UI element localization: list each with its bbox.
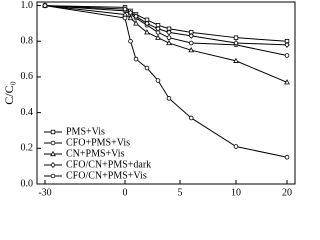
x-tick-label: 10	[231, 187, 241, 198]
x-tick-label: 5	[178, 187, 183, 198]
marker	[233, 40, 239, 47]
marker	[233, 57, 239, 63]
marker	[188, 115, 194, 121]
legend-marker	[50, 173, 56, 179]
legend-marker	[50, 129, 56, 135]
marker	[42, 3, 48, 8]
marker	[166, 39, 172, 46]
y-tick-label: 0.6	[21, 71, 34, 82]
marker	[155, 78, 161, 83]
marker	[284, 154, 290, 160]
y-tick-label: 1.0	[21, 0, 34, 11]
marker	[133, 20, 139, 26]
marker	[188, 40, 194, 46]
marker	[166, 96, 172, 101]
marker	[188, 47, 195, 53]
legend-label: CFO/CN+PMS+dark	[66, 159, 151, 170]
legend-label: CN+PMS+Vis	[66, 148, 125, 159]
marker	[284, 41, 290, 48]
chart: C/C₀ 0.00.20.40.60.81.0-30 0 5 10 20PMS+VisC…	[2, 0, 296, 198]
marker	[127, 14, 134, 21]
plot-frame	[36, 1, 296, 185]
series-line	[44, 5, 288, 57]
marker	[144, 29, 150, 35]
x-tick-label: -30	[38, 187, 51, 198]
x-tick-label: 0	[123, 187, 128, 198]
marker	[122, 6, 128, 13]
marker	[155, 34, 161, 40]
series-line	[44, 5, 288, 83]
marker	[233, 144, 239, 149]
legend-marker	[50, 162, 56, 168]
y-tick-label: 0.4	[21, 107, 34, 118]
marker	[144, 65, 150, 71]
marker	[284, 53, 290, 58]
marker	[127, 9, 134, 16]
legend-marker	[50, 150, 56, 157]
series-line	[44, 5, 288, 42]
y-tick-label: 0.8	[21, 36, 34, 47]
series-line	[44, 5, 288, 46]
legend-label: CFO/CN+PMS+Vis	[66, 170, 147, 181]
y-tick-label: 0.2	[21, 143, 34, 154]
marker	[284, 79, 290, 85]
marker	[122, 11, 128, 17]
marker	[133, 13, 139, 20]
marker	[166, 29, 172, 36]
legend-label: CFO+PMS+Vis	[66, 137, 130, 148]
marker	[188, 32, 194, 39]
marker	[233, 35, 239, 40]
marker	[133, 56, 139, 62]
marker	[128, 38, 133, 44]
y-tick-label: 0.0	[21, 178, 34, 189]
page: {"chart_data": {"type": "line", "y_label…	[1, 0, 296, 199]
series-line	[44, 5, 288, 158]
x-tick-label: 20	[282, 187, 292, 198]
marker	[144, 20, 150, 27]
legend-label: PMS+Vis	[66, 126, 105, 137]
marker	[155, 25, 161, 32]
marker	[166, 35, 172, 40]
legend-marker	[50, 140, 56, 146]
y-axis-label: C/C₀	[2, 81, 16, 105]
marker	[122, 15, 128, 21]
